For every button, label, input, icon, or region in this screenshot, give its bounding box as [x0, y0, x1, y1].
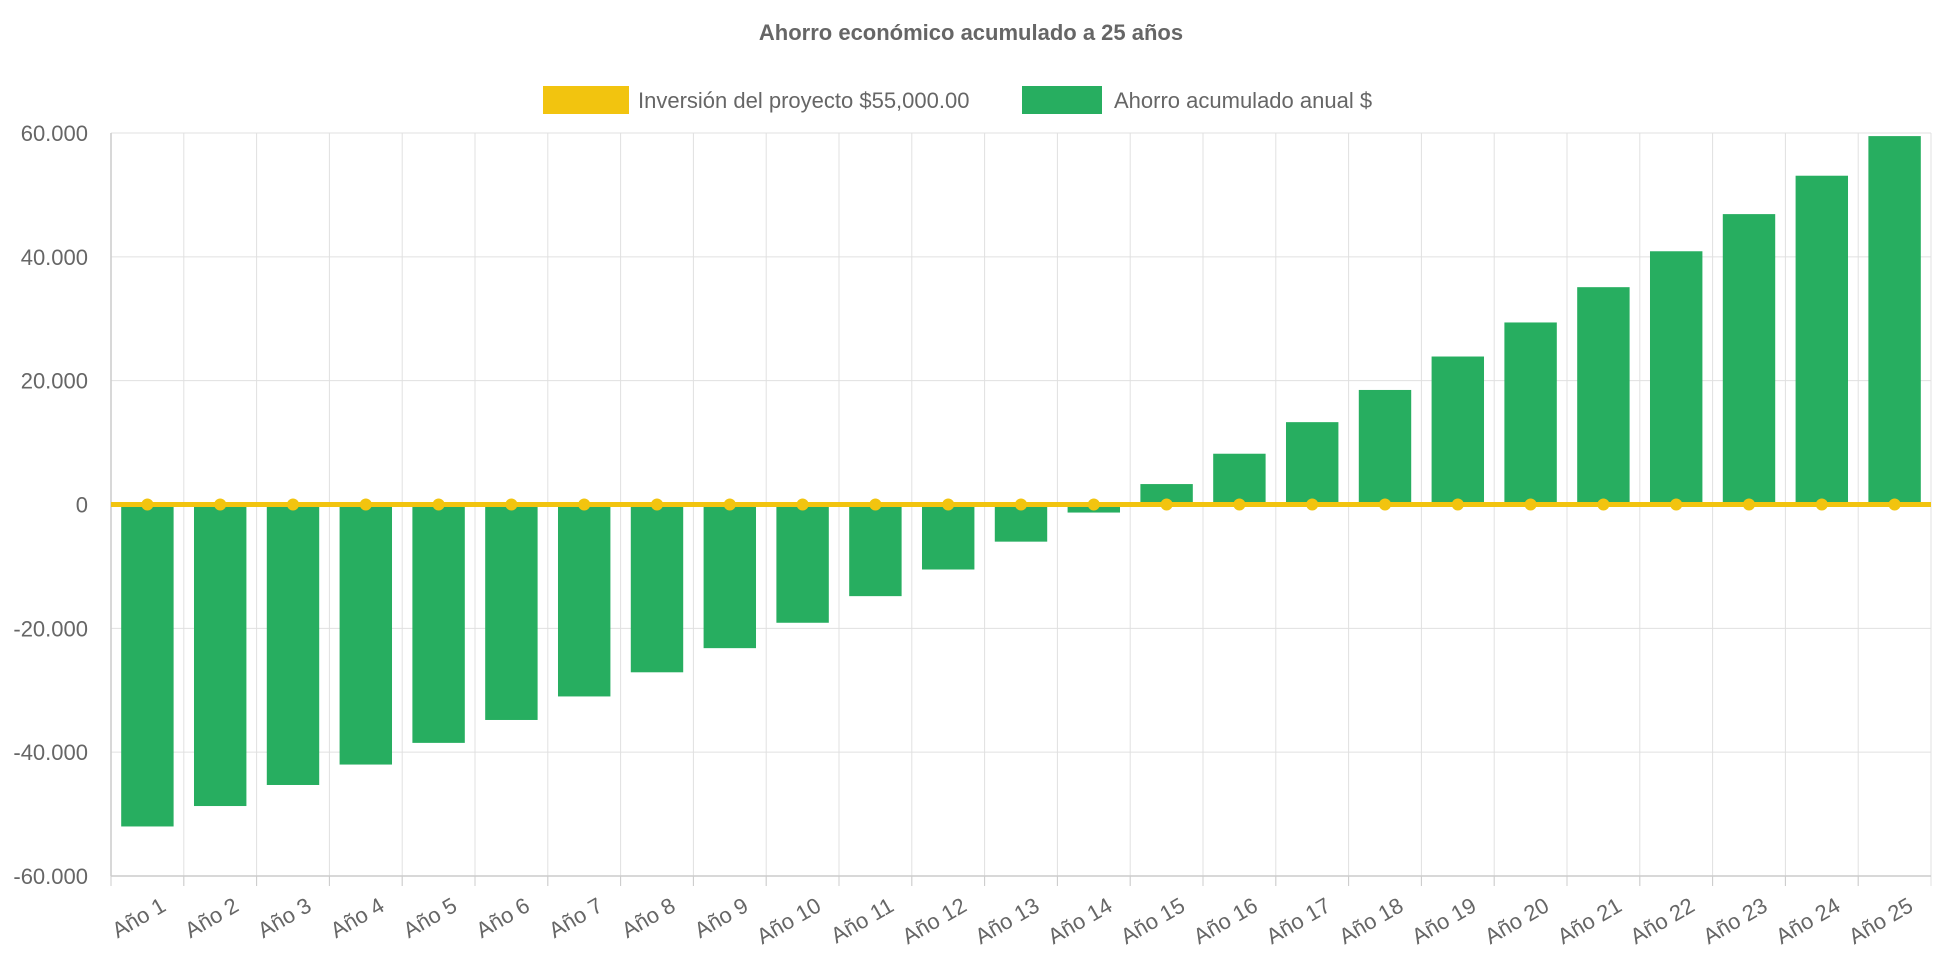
x-tick-label: Año 24: [1771, 893, 1844, 950]
x-tick-label: Año 4: [326, 893, 388, 943]
legend-swatch-savings[interactable]: [1022, 86, 1102, 114]
bar-11[interactable]: [849, 504, 902, 597]
bar-6[interactable]: [485, 504, 538, 720]
line-point-17[interactable]: [1306, 498, 1319, 511]
x-tick-label: Año 19: [1407, 893, 1480, 950]
bar-15[interactable]: [1140, 484, 1193, 505]
bar-12[interactable]: [921, 504, 975, 570]
legend-label-investment[interactable]: Inversión del proyecto $55,000.00: [638, 88, 969, 113]
bar-18[interactable]: [1358, 389, 1412, 505]
x-tick-label: Año 13: [971, 893, 1044, 950]
x-tick-label: Año 16: [1189, 893, 1262, 950]
bar-13[interactable]: [994, 504, 1048, 542]
line-point-10[interactable]: [796, 498, 809, 511]
bar-20[interactable]: [1504, 322, 1557, 505]
bar-22[interactable]: [1649, 251, 1703, 505]
bar-25[interactable]: [1868, 136, 1921, 505]
x-tick-label: Año 7: [544, 893, 606, 943]
line-point-1[interactable]: [141, 498, 154, 511]
line-point-20[interactable]: [1524, 498, 1537, 511]
x-tick-label: Año 25: [1844, 893, 1917, 950]
line-point-6[interactable]: [505, 498, 518, 511]
x-tick-label: Año 14: [1043, 893, 1116, 950]
bar-5[interactable]: [412, 504, 465, 743]
grid-layer: [110, 132, 1932, 886]
legend-label-savings[interactable]: Ahorro acumulado anual $: [1114, 88, 1372, 113]
y-tick-label: 0: [76, 493, 88, 518]
x-tick-label: Año 17: [1262, 893, 1335, 950]
bar-17[interactable]: [1285, 422, 1339, 505]
bars-layer: [121, 136, 1921, 827]
line-point-18[interactable]: [1379, 498, 1391, 511]
y-axis-ticks: 60.000 40.000 20.000 0 -20.000 -40.000 -60.000: [13, 121, 88, 889]
y-tick-label: -20.000: [13, 616, 88, 641]
x-tick-label: Año 5: [399, 893, 461, 943]
y-tick-label: -60.000: [13, 864, 88, 889]
line-point-22[interactable]: [1670, 498, 1683, 511]
chart-title: Ahorro económico acumulado a 25 años: [759, 20, 1183, 45]
line-point-5[interactable]: [432, 498, 445, 511]
y-tick-label: 40.000: [21, 245, 88, 270]
x-tick-label: Año 6: [472, 893, 534, 943]
y-tick-label: 20.000: [21, 369, 88, 394]
bar-7[interactable]: [557, 504, 611, 697]
line-point-11[interactable]: [869, 498, 882, 511]
line-point-4[interactable]: [359, 498, 372, 511]
x-tick-label: Año 8: [617, 893, 679, 943]
x-tick-label: Año 12: [898, 893, 971, 950]
x-tick-label: Año 21: [1553, 893, 1626, 950]
x-tick-label: Año 20: [1480, 893, 1553, 950]
legend: Inversión del proyecto $55,000.00 Ahorro…: [543, 86, 1372, 114]
bar-3[interactable]: [266, 504, 320, 785]
bar-23[interactable]: [1722, 214, 1776, 505]
line-point-9[interactable]: [723, 498, 736, 511]
x-tick-label: Año 9: [690, 893, 752, 943]
y-tick-label: 60.000: [21, 121, 88, 146]
bar-4[interactable]: [339, 504, 393, 765]
line-point-14[interactable]: [1087, 498, 1100, 511]
bar-9[interactable]: [703, 504, 757, 649]
line-point-2[interactable]: [214, 498, 227, 511]
x-axis-ticks: Año 1 Año 2 Año 3 Año 4 Año 5 Año 6 Año 7 Año 8…: [108, 876, 1917, 949]
bar-19[interactable]: [1431, 356, 1485, 505]
line-point-8[interactable]: [651, 498, 663, 511]
bar-21[interactable]: [1577, 287, 1630, 505]
line-layer: [111, 498, 1931, 511]
x-tick-label: Año 15: [1116, 893, 1189, 950]
x-tick-label: Año 1: [108, 893, 170, 943]
line-point-23[interactable]: [1743, 498, 1755, 511]
x-tick-label: Año 22: [1626, 893, 1699, 950]
bar-1[interactable]: [121, 504, 174, 827]
x-tick-label: Año 2: [180, 893, 242, 943]
x-tick-label: Año 18: [1335, 893, 1408, 950]
line-point-12[interactable]: [942, 498, 955, 511]
line-point-24[interactable]: [1815, 498, 1828, 511]
line-point-13[interactable]: [1015, 498, 1027, 511]
bar-8[interactable]: [630, 504, 684, 673]
line-point-16[interactable]: [1233, 498, 1246, 511]
line-point-7[interactable]: [578, 498, 591, 511]
y-tick-label: -40.000: [13, 740, 88, 765]
line-point-25[interactable]: [1888, 498, 1901, 511]
x-tick-label: Año 11: [826, 893, 897, 949]
x-tick-label: Año 3: [253, 893, 315, 943]
line-point-3[interactable]: [287, 498, 299, 511]
line-point-19[interactable]: [1451, 498, 1464, 511]
x-tick-label: Año 10: [752, 893, 825, 950]
bar-24[interactable]: [1795, 175, 1849, 505]
x-tick-label: Año 23: [1699, 893, 1772, 950]
bar-16[interactable]: [1213, 453, 1266, 505]
bar-10[interactable]: [776, 504, 829, 623]
line-point-15[interactable]: [1160, 498, 1173, 511]
legend-swatch-investment[interactable]: [543, 86, 629, 114]
line-point-21[interactable]: [1597, 498, 1610, 511]
bar-2[interactable]: [193, 504, 247, 807]
